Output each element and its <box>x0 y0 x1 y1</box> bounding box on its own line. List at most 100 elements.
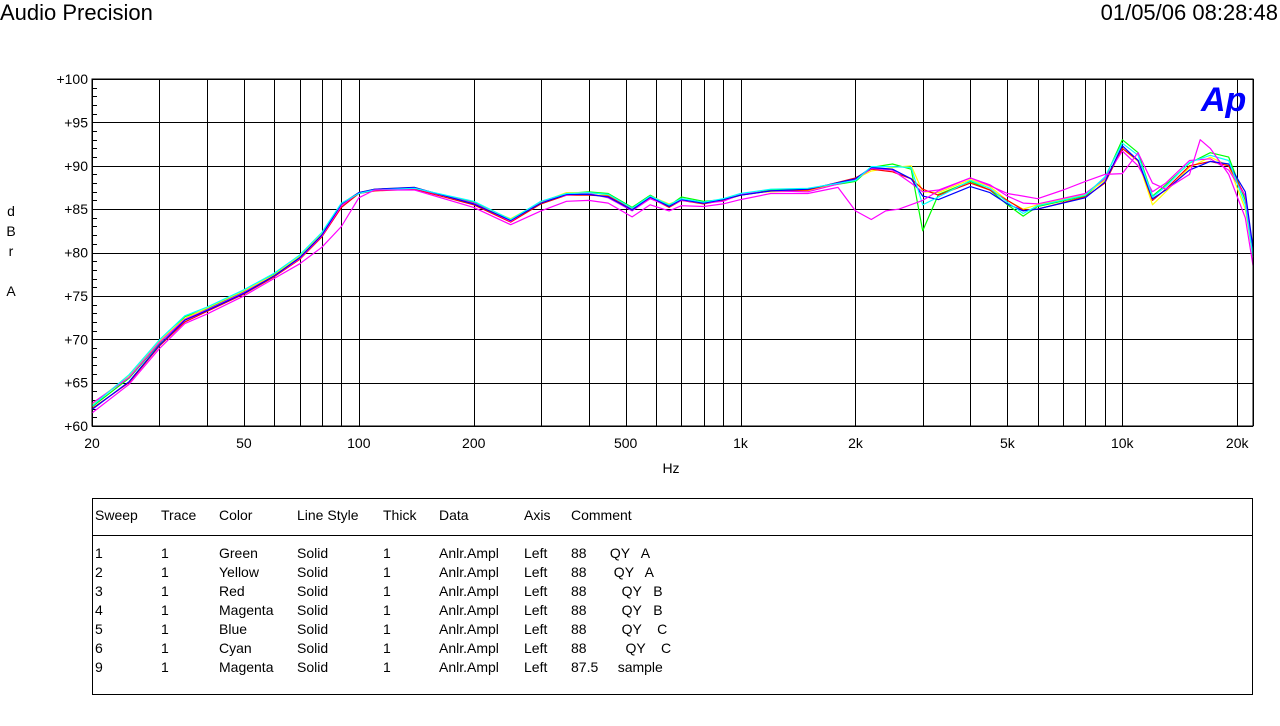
y-tick-label: +95 <box>64 114 88 130</box>
series-layer <box>91 139 1254 414</box>
y-tick-label: +100 <box>56 71 88 87</box>
legend-cell: 1 <box>161 602 169 618</box>
legend-table: Sweep Trace Color Line Style Thick Data Axis Co… <box>92 498 1253 695</box>
app-title: Audio Precision <box>0 0 153 25</box>
legend-cell: 88 QY A <box>571 564 655 580</box>
legend-cell: 1 <box>383 659 391 675</box>
legend-cell: Blue <box>219 621 248 637</box>
series-line-2-yellow <box>91 147 1254 405</box>
legend-cell: Solid <box>297 602 329 618</box>
x-tick-label: 10k <box>1111 435 1135 451</box>
legend-header-cell: Thick <box>383 507 417 523</box>
legend-cell: 1 <box>383 583 391 599</box>
y-axis-label-char: r <box>9 243 14 259</box>
legend-cell: Left <box>524 545 548 561</box>
legend-header-cell: Comment <box>571 507 632 523</box>
legend-cell: 2 <box>95 564 103 580</box>
legend-cell: 5 <box>95 621 103 637</box>
legend-cell: 88 QY B <box>571 602 663 618</box>
legend-cell: Left <box>524 640 548 656</box>
legend-cell: 1 <box>161 583 169 599</box>
legend-cell: 1 <box>161 545 169 561</box>
series-line-1-green <box>91 139 1254 408</box>
x-tick-label: 20k <box>1226 435 1250 451</box>
y-tick-label: +90 <box>64 158 88 174</box>
legend-header-cell: Axis <box>524 507 551 523</box>
legend-cell: Anlr.Ampl <box>439 602 499 618</box>
series-line-5-blue <box>91 145 1254 410</box>
legend-cell: Magenta <box>219 602 274 618</box>
x-tick-label: 500 <box>614 435 638 451</box>
y-tick-label: +75 <box>64 288 88 304</box>
legend-cell: 1 <box>161 564 169 580</box>
legend-header-cell: Trace <box>161 507 197 523</box>
y-axis-label: dBr A <box>6 203 16 299</box>
y-tick-label: +85 <box>64 201 88 217</box>
y-axis-label-char: A <box>6 283 16 299</box>
legend-cell: 1 <box>95 545 103 561</box>
legend-cell: Solid <box>297 564 329 580</box>
legend-header-cell: Color <box>219 507 253 523</box>
x-tick-label: 5k <box>1000 435 1016 451</box>
y-axis-label-char: B <box>6 223 15 239</box>
ap-logo: Ap <box>1200 81 1246 119</box>
legend-cell: 88 QY C <box>571 621 668 637</box>
legend-cell: 1 <box>383 564 391 580</box>
legend-cell: 4 <box>95 602 103 618</box>
y-tick-label: +80 <box>64 245 88 261</box>
legend-cell: 1 <box>161 659 169 675</box>
legend-cell: Green <box>219 545 258 561</box>
series-line-6-cyan <box>91 142 1254 407</box>
legend-cell: Solid <box>297 640 329 656</box>
legend-cell: 1 <box>383 621 391 637</box>
legend-cell: 6 <box>95 640 103 656</box>
legend-header-cell: Sweep <box>95 507 138 523</box>
legend-cell: 1 <box>161 640 169 656</box>
legend-cell: Left <box>524 583 548 599</box>
legend-cell: Magenta <box>219 659 274 675</box>
legend-cell: Solid <box>297 659 329 675</box>
x-tick-label: 100 <box>347 435 371 451</box>
legend-cell: Left <box>524 621 548 637</box>
legend-header-cell: Data <box>439 507 469 523</box>
legend-cell: Cyan <box>219 640 252 656</box>
legend-cell: Anlr.Ampl <box>439 583 499 599</box>
legend-cell: 3 <box>95 583 103 599</box>
y-axis-label-char: d <box>7 203 15 219</box>
legend-cell: Yellow <box>219 564 259 580</box>
legend-cell: 88 QY C <box>571 640 672 656</box>
legend-cell: Solid <box>297 621 329 637</box>
x-tick-label: 1k <box>733 435 749 451</box>
legend-cell: Red <box>219 583 245 599</box>
legend-cell: Left <box>524 602 548 618</box>
legend-cell: 88 QY A <box>571 545 651 561</box>
legend-cell: Solid <box>297 545 329 561</box>
series-line-7-magenta <box>91 139 1254 414</box>
legend-cell: 1 <box>383 602 391 618</box>
legend-cell: Anlr.Ampl <box>439 621 499 637</box>
plot-grid <box>92 79 1254 427</box>
x-axis-label: Hz <box>662 460 679 476</box>
legend-cell: Anlr.Ampl <box>439 659 499 675</box>
tick-labels: 20 50 100 200 500 1k 2k 5k 10k 20k +100 +95 +90 +85 +8… <box>56 71 1249 451</box>
legend-cell: 1 <box>161 621 169 637</box>
legend-header-row: Sweep Trace Color Line Style Thick Data Axis Co… <box>93 499 1252 536</box>
plot-frame <box>91 78 1254 427</box>
y-tick-label: +60 <box>64 418 88 434</box>
y-tick-label: +65 <box>64 375 88 391</box>
frequency-response-chart: 20 50 100 200 500 1k 2k 5k 10k 20k +100 +95 +90 +85 +8… <box>6 71 1254 476</box>
x-tick-label: 50 <box>236 435 252 451</box>
legend-cell: Anlr.Ampl <box>439 545 499 561</box>
legend-cell: 9 <box>95 659 103 675</box>
legend-cell: Left <box>524 564 548 580</box>
legend-cell: Left <box>524 659 548 675</box>
x-tick-label: 20 <box>84 435 100 451</box>
legend-cell: Anlr.Ampl <box>439 564 499 580</box>
legend-cell: 1 <box>383 545 391 561</box>
legend-cell: 87.5 sample <box>571 659 663 675</box>
legend-cell: Anlr.Ampl <box>439 640 499 656</box>
legend-cell: 88 QY B <box>571 583 663 599</box>
timestamp: 01/05/06 08:28:48 <box>1100 0 1278 25</box>
legend-cell: Solid <box>297 583 329 599</box>
x-tick-label: 2k <box>848 435 864 451</box>
